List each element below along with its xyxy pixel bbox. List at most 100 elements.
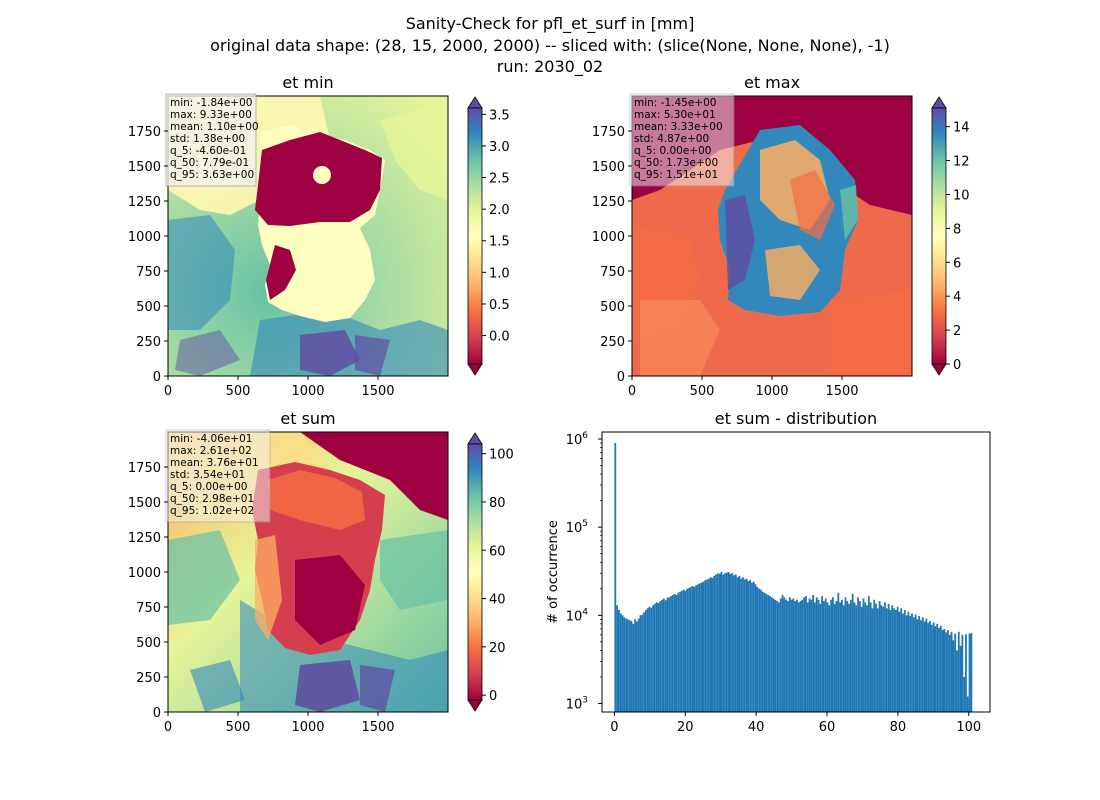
histogram-bar: [695, 585, 698, 712]
histogram-bar: [749, 580, 752, 712]
stat-line: max: 2.61e+02: [170, 445, 252, 457]
histogram-bar: [718, 573, 721, 712]
stats-box-et-sum: [165, 429, 271, 523]
x-tick-label: 500: [226, 384, 251, 399]
histogram-bar: [729, 573, 732, 712]
histogram-bar: [909, 616, 912, 712]
histogram-bar: [814, 602, 816, 712]
colorbar-tick-label: 2.0: [489, 203, 510, 218]
histogram-bar: [885, 608, 888, 712]
colorbar-extend-top: [467, 96, 483, 109]
histogram-bar: [950, 631, 953, 712]
colorbar-tick-label: 2.5: [489, 172, 510, 187]
histogram-bar: [810, 599, 813, 712]
histogram-bar: [788, 597, 791, 712]
colorbar-et-min: 0.0 0.5 1.0 1.5 2.0 2.5 3.0 3.5: [467, 96, 510, 376]
histogram-bar: [751, 582, 753, 712]
y-tick-label: 105: [566, 519, 588, 536]
histogram-bar: [652, 605, 654, 712]
histogram-bar: [641, 614, 644, 712]
histogram-bar: [936, 623, 939, 712]
histogram-bar: [925, 618, 928, 712]
histogram-bar: [616, 605, 618, 712]
colorbar-tick-label: 1.0: [489, 266, 510, 281]
colorbar-tick-label: 0: [953, 358, 961, 373]
y-tick-label: 500: [136, 300, 161, 315]
colorbar-tick-label: 8: [953, 222, 961, 237]
histogram-bar: [869, 602, 872, 712]
histogram-bar: [745, 578, 748, 712]
histogram-bar: [706, 579, 708, 712]
histogram-bar: [878, 601, 881, 712]
stat-line: q_50: 7.79e-01: [170, 157, 249, 169]
x-tick-label: 1000: [291, 384, 324, 399]
y-tick-label: 1750: [592, 125, 625, 140]
histogram-bar: [858, 601, 861, 712]
histogram-bar: [891, 605, 894, 712]
stat-line: min: -4.06e+01: [170, 433, 252, 445]
histogram-bar: [763, 592, 766, 712]
colorbar-tick-label: 12: [953, 155, 970, 170]
histogram-bar: [970, 632, 973, 712]
histogram-bar: [896, 606, 899, 712]
histogram-bar: [662, 598, 665, 712]
y-tick-label: 500: [600, 300, 625, 315]
histogram-bar: [643, 612, 645, 712]
histogram-bar: [670, 596, 672, 712]
histogram-bar: [966, 696, 969, 712]
x-tick-label: 1500: [825, 384, 858, 399]
histogram-bar: [815, 597, 818, 712]
heatmap-et-min: [168, 96, 448, 376]
histogram-bar: [849, 599, 852, 712]
histogram-bar: [752, 581, 755, 712]
histogram-bar: [617, 609, 620, 712]
y-tick-label: 1750: [128, 461, 161, 476]
stat-line: q_5: -4.60e-01: [170, 145, 246, 157]
histogram-bar: [947, 630, 949, 712]
histogram-bar: [929, 621, 931, 712]
histogram-bar: [823, 601, 825, 712]
histogram-bar: [871, 608, 874, 712]
histogram-bar: [851, 593, 854, 712]
colorbar-tick-label: 80: [489, 496, 506, 511]
histogram-bar: [867, 596, 870, 712]
histogram-bar: [902, 613, 904, 712]
histogram-bars: [614, 443, 973, 712]
panel-title-et-min: et min: [282, 73, 333, 92]
histogram-bar: [893, 608, 895, 712]
histogram-bar: [839, 602, 841, 712]
histogram-bar: [776, 601, 779, 712]
histogram-bar: [625, 618, 627, 712]
y-tick-label: 1500: [592, 160, 625, 175]
histogram-bar: [900, 608, 903, 712]
figure-title-line-2: original data shape: (28, 15, 2000, 2000…: [210, 36, 890, 55]
histogram-bar: [738, 575, 741, 712]
histogram-bar: [619, 613, 622, 712]
colorbar-extend-bottom: [931, 363, 947, 376]
stat-line: max: 5.30e+01: [634, 109, 716, 121]
histogram-bar: [673, 593, 676, 712]
histogram-bar: [614, 443, 617, 712]
x-tick-label: 0: [164, 384, 172, 399]
histogram-bar: [688, 587, 690, 712]
histogram-bar: [754, 584, 757, 712]
histogram-bar: [731, 573, 734, 712]
histogram-bar: [860, 606, 863, 712]
stat-line: min: -1.45e+00: [634, 97, 716, 109]
histogram-bar: [713, 575, 716, 712]
histogram-bar: [887, 603, 890, 712]
histogram-bar: [677, 592, 680, 712]
histogram-bar: [626, 619, 629, 712]
stats-et-max: min: -1.45e+00 max: 5.30e+01 mean: 3.33e…: [634, 97, 723, 181]
x-tick-label: 500: [690, 384, 715, 399]
histogram-bar: [918, 616, 921, 712]
histogram-bar: [716, 573, 719, 712]
histogram-bar: [826, 602, 829, 712]
histogram-bar: [668, 597, 671, 712]
colorbar-gradient: [931, 107, 947, 365]
histogram-bar: [655, 602, 658, 712]
y-tick-label: 750: [600, 265, 625, 280]
colorbar-extend-top: [467, 432, 483, 445]
y-tick-label: 1250: [128, 195, 161, 210]
